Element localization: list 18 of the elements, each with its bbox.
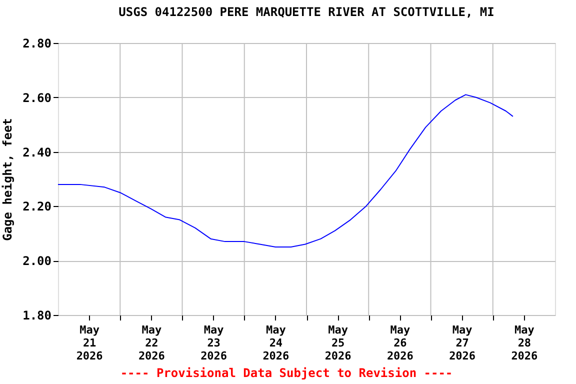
text: ---- Provisional Data Subject to Revision ---- (120, 366, 453, 380)
y-axis-title: Gage height, feet (0, 118, 15, 241)
x-tick-label: May 21 2026 (76, 324, 104, 362)
y-tick-label: 1.80 (22, 308, 52, 322)
y-tick-label: 2.00 (22, 254, 52, 268)
line-series (58, 94, 514, 248)
x-tick-label: May 27 2026 (449, 324, 476, 362)
x-tick-label: May 22 2026 (138, 324, 166, 362)
x-tick-label: May 24 2026 (262, 324, 290, 362)
y-tick-label: 2.60 (22, 90, 52, 105)
x-tick-label: May 23 2026 (200, 324, 228, 362)
y-tick-label: 2.20 (22, 200, 52, 214)
x-tick-label: May 26 2026 (386, 324, 414, 362)
y-tick-label: 2.80 (22, 36, 52, 50)
x-tick-label: May 28 2026 (511, 324, 538, 362)
x-tick-label: May 25 2026 (324, 324, 352, 362)
y-tick-label: 2.40 (22, 145, 52, 160)
chart-title: USGS 04122500 PERE MARQUETTE RIVER AT SCOTTVILLE, MI (118, 5, 494, 19)
